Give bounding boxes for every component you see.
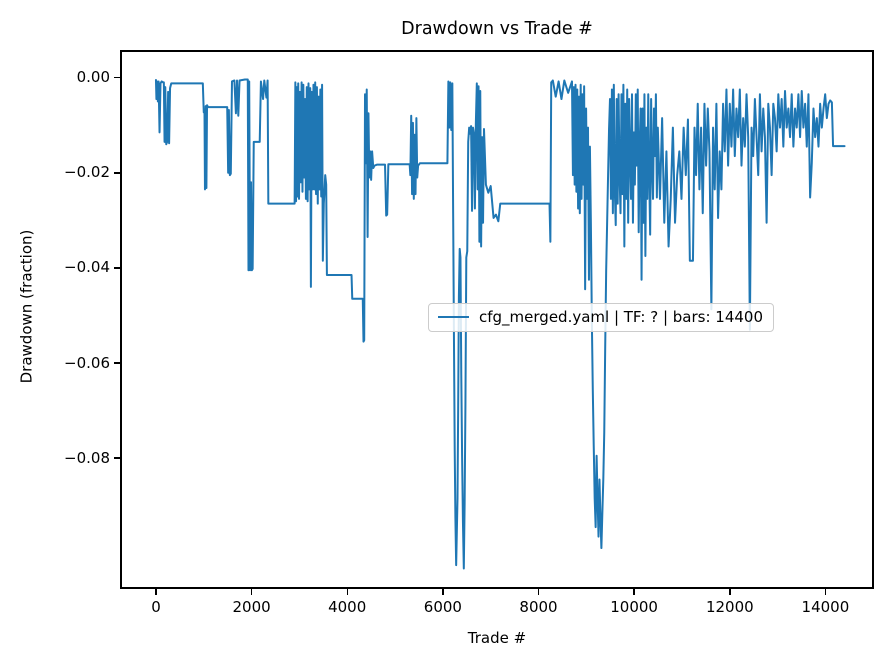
legend-label: cfg_merged.yaml | TF: ? | bars: 14400 [479, 308, 764, 326]
y-tick-label: −0.08 [64, 448, 110, 467]
y-tick-label: −0.06 [64, 353, 110, 372]
y-tick-label: −0.02 [64, 163, 110, 182]
x-tick-label: 6000 [423, 598, 462, 616]
chart-title: Drawdown vs Trade # [401, 19, 593, 39]
y-tick-label: −0.04 [64, 258, 110, 277]
x-tick-label: 2000 [232, 598, 271, 616]
legend-line-icon [438, 316, 469, 318]
x-axis-label: Trade # [467, 629, 527, 647]
y-tick-mark [114, 362, 120, 364]
x-tick-mark [155, 589, 157, 595]
y-tick-mark [114, 172, 120, 174]
x-tick-mark [729, 589, 731, 595]
x-tick-label: 12000 [705, 598, 754, 616]
x-tick-mark [824, 589, 827, 595]
x-tick-mark [537, 589, 540, 595]
legend: cfg_merged.yaml | TF: ? | bars: 14400 [428, 303, 775, 332]
x-tick-label: 4000 [328, 598, 367, 616]
y-tick-mark [114, 76, 120, 79]
x-tick-mark [633, 589, 635, 595]
drawdown-line [154, 78, 846, 570]
x-tick-mark [346, 589, 348, 595]
x-tick-label: 0 [151, 598, 161, 616]
axes-spines [120, 50, 874, 589]
x-tick-mark [250, 589, 253, 595]
y-tick-mark [114, 457, 120, 459]
y-axis-label: Drawdown (fraction) [17, 229, 36, 384]
x-tick-mark [442, 589, 444, 595]
y-tick-label: 0.00 [76, 68, 110, 87]
x-tick-label: 14000 [801, 598, 850, 616]
plot-area [120, 50, 874, 589]
y-tick-mark [114, 267, 120, 269]
x-tick-label: 10000 [610, 598, 658, 616]
x-tick-label: 8000 [519, 598, 558, 616]
